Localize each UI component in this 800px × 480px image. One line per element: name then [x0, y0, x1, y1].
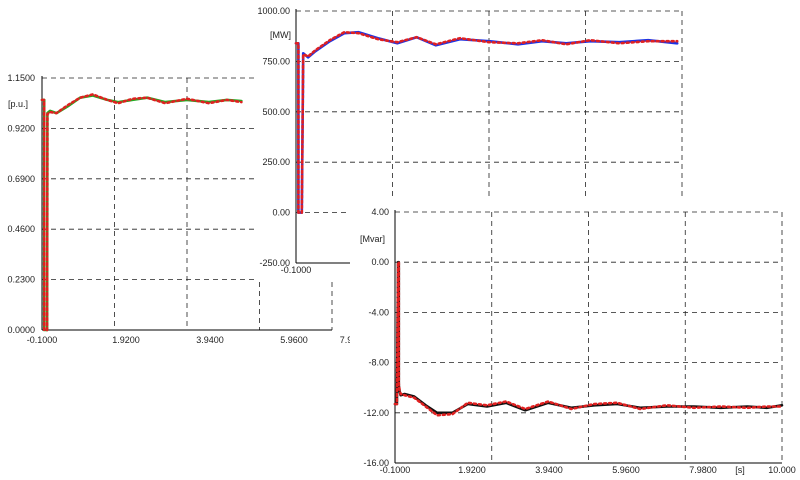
reactive_power-ytick-label: 0.00 — [371, 257, 389, 267]
voltage-ytick-label: 0.0000 — [7, 325, 35, 335]
active_power-ytick-label: -250.00 — [259, 258, 290, 268]
reactive_power-xtick-label: 5.9600 — [612, 465, 640, 475]
voltage-xtick-label: -0.1000 — [27, 335, 58, 345]
reactive_power-series-1 — [393, 260, 784, 417]
voltage-unit-label: [p.u.] — [8, 99, 28, 109]
active_power-ytick-label: 1000.00 — [257, 6, 290, 16]
voltage-ytick-label: 0.4600 — [7, 224, 35, 234]
active_power-ytick-label: 750.00 — [262, 56, 290, 66]
reactive_power-xtick-label: 1.9200 — [458, 465, 486, 475]
voltage-xtick-label: 7.9 — [340, 335, 353, 345]
active_power-ytick-label: 0.00 — [272, 208, 290, 218]
voltage-ytick-label: 0.2300 — [7, 275, 35, 285]
reactive_power-background — [350, 200, 800, 480]
reactive_power-ytick-label: -12.00 — [363, 408, 389, 418]
voltage-xtick-label: 3.9400 — [196, 335, 224, 345]
active_power-ytick-label: 250.00 — [262, 157, 290, 167]
reactive_power-xtick-label: 7.9800 — [689, 465, 717, 475]
reactive_power-ytick-label: -16.00 — [363, 458, 389, 468]
active_power-unit-label: [MW] — [270, 30, 291, 40]
reactive_power-xtick-label: 3.9400 — [535, 465, 563, 475]
voltage-xtick-label: 5.9600 — [280, 335, 308, 345]
active_power-series-1 — [294, 30, 679, 214]
active_power-xtick-label: -0.1000 — [281, 265, 312, 275]
reactive_power-ytick-label: -8.00 — [368, 358, 389, 368]
reactive_power-ytick-label: -4.00 — [368, 307, 389, 317]
reactive_power-xtick-label: 10.000 — [768, 465, 796, 475]
reactive_power-panel: -16.00 -12.00 -8.00 -4.00 0.00 4.00 -0.1000 1.9… — [350, 200, 800, 480]
voltage-series-1 — [40, 93, 243, 332]
voltage-ytick-label: 0.9200 — [7, 123, 35, 133]
reactive_power-x-unit-label: [s] — [735, 465, 745, 475]
reactive_power-unit-label: [Mvar] — [360, 234, 385, 244]
active_power-ytick-label: 500.00 — [262, 107, 290, 117]
voltage-xtick-label: 1.9200 — [112, 335, 140, 345]
reactive_power-ytick-label: 4.00 — [371, 207, 389, 217]
voltage-ytick-label: 0.6900 — [7, 174, 35, 184]
voltage-ytick-label: 1.1500 — [7, 73, 35, 83]
reactive_power-xtick-label: -0.1000 — [380, 465, 411, 475]
